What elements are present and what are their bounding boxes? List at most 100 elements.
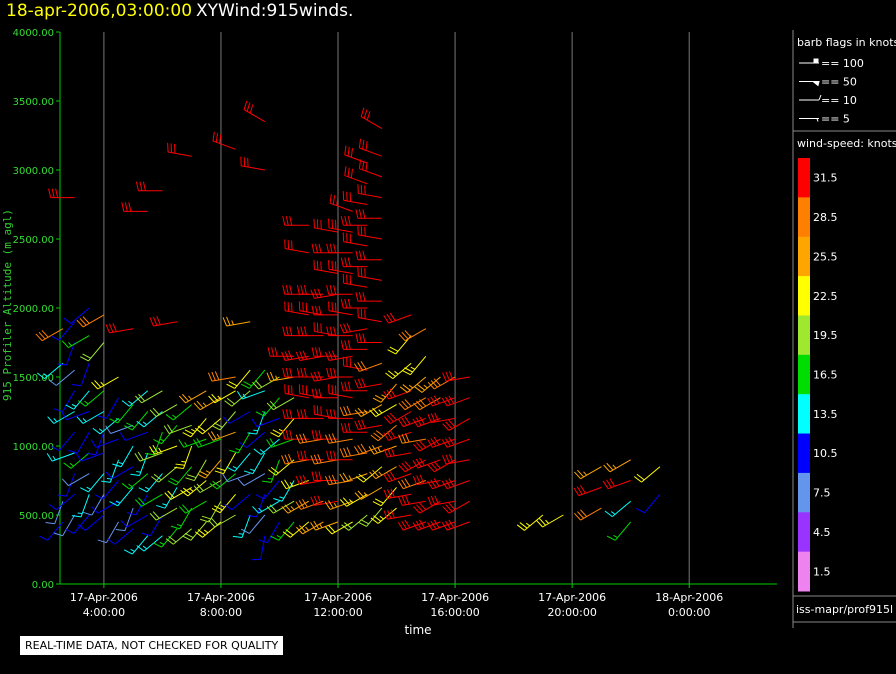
barb-flag [347,216,351,226]
barb-half-flag [71,403,77,407]
wind-barb [76,314,105,328]
barb-half-flag [583,471,588,476]
barb-flag [311,429,315,440]
barb-shaft [135,494,149,516]
barb-flag [363,109,368,119]
barb-shaft [431,500,456,506]
wind-barb [207,431,236,441]
wind-barb [75,452,105,462]
barb-flag [313,454,319,464]
wind-barb [121,202,148,212]
wind-barb [241,369,266,389]
barb-flag [63,462,72,469]
barb-flag [318,347,322,357]
barb-shaft [343,241,368,247]
barb-flag [282,285,286,295]
wind-barb [284,384,309,399]
wind-barb [383,488,412,499]
legend-barb-sample [799,94,822,101]
barb-flag [317,454,322,463]
barb-half-flag [82,418,87,423]
barb-flag [353,363,360,372]
barb-flag [303,450,307,460]
barb-flag [268,469,277,476]
barb-shaft [329,202,353,212]
barb-flag [109,501,118,507]
legend-barb-flag [818,94,822,101]
wind-barb [360,107,383,130]
barb-flag [343,406,348,416]
barb-flag [355,291,359,302]
wind-barb [339,447,368,458]
barb-flag [222,473,229,483]
barb-flag [333,409,337,419]
barb-shaft [179,507,193,530]
wind-barb [252,376,280,390]
barb-flag [603,464,611,473]
barb-flag [350,148,354,158]
barb-half-flag [115,417,121,421]
barb-flag [372,501,382,507]
barb-flag [389,388,396,397]
barb-half-flag [68,342,72,347]
barb-flag [412,475,418,485]
wind-barb [296,521,324,535]
wind-barb [243,452,266,475]
barb-half-flag [611,511,616,515]
wind-barb [354,419,383,430]
wind-barb [370,424,397,442]
barb-half-flag [130,548,135,552]
barb-half-flag [202,402,207,407]
barb-flag [339,448,345,458]
wind-barb [284,301,309,316]
barb-shaft [285,355,309,361]
barb-shaft [580,466,602,480]
barb-flag [107,538,116,545]
barb-flag [289,367,293,378]
barb-flag [404,367,413,373]
barb-flag [135,181,139,191]
barb-flag [212,131,215,142]
quality-notice: REAL-TIME DATA, NOT CHECKED FOR QUALITY [20,636,284,655]
barb-flag [193,402,201,411]
wind-barb [266,371,295,382]
barb-flag [267,347,271,357]
barb-flag [433,478,440,487]
barb-flag [300,326,304,336]
barb-flag [82,511,93,516]
barb-flag [383,448,389,458]
barb-flag [271,347,275,357]
barb-shaft [223,452,237,474]
barb-half-flag [276,535,282,539]
wind-barb [412,457,441,469]
barb-flag [281,351,286,361]
barb-flag [126,511,136,516]
wind-barb [243,100,266,123]
barb-flag [315,243,319,253]
barb-flag [184,429,194,435]
legend-barb-sample [799,81,820,87]
barb-flag [427,381,435,390]
barb-flag [329,367,333,378]
barb-flag [397,418,404,427]
barb-flag [398,434,403,444]
wind-barb [266,438,295,448]
barb-half-flag [144,486,150,490]
wind-barb [61,335,90,349]
barb-shaft [611,500,631,518]
wind-barb [341,514,368,531]
barb-half-flag [305,526,310,531]
barb-flag [401,331,409,340]
barb-flag [357,420,363,430]
barb-shaft [97,376,119,390]
wind-barb [134,451,163,462]
wind-barb [180,480,207,497]
barb-flag [371,444,378,454]
barb-shaft [328,393,353,399]
barb-flag [135,395,143,404]
barb-flag [430,496,436,505]
barb-flag [138,393,146,402]
barb-shaft [445,376,470,382]
barb-half-flag [181,460,186,463]
barb-flag [404,416,411,425]
